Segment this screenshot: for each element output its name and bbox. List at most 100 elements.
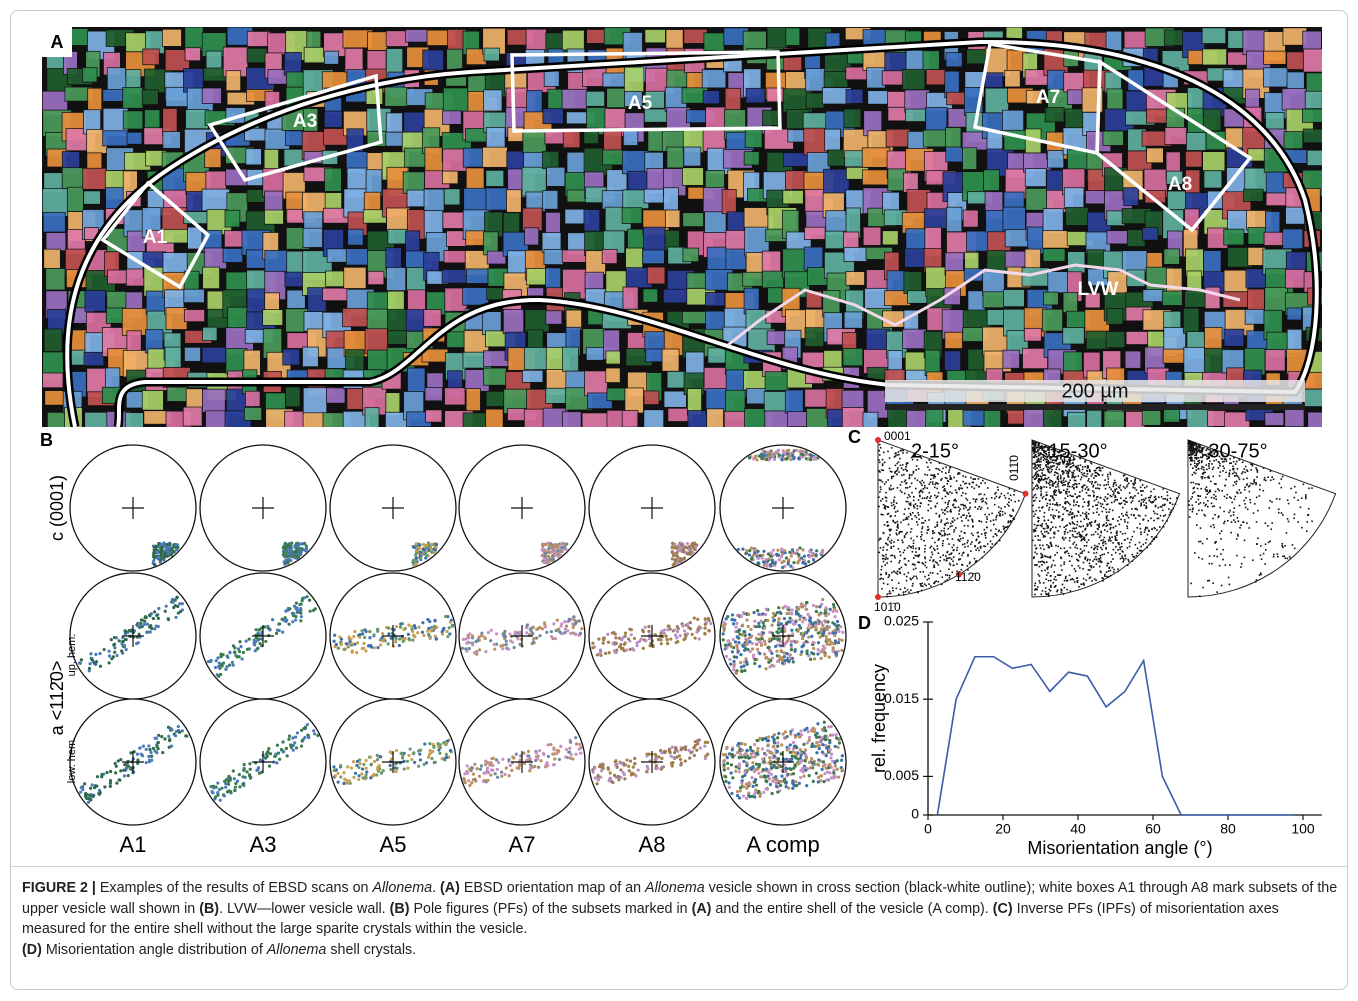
pole-dot	[738, 770, 741, 773]
pole-dot	[818, 612, 821, 615]
pole-dot	[704, 757, 707, 760]
pole-dot	[508, 774, 511, 777]
pole-dot	[778, 617, 781, 620]
pole-dot	[294, 607, 297, 610]
pole-dot	[762, 775, 765, 778]
pole-dot	[142, 745, 145, 748]
ipf-dot	[882, 514, 884, 516]
ipf-dot	[942, 468, 944, 470]
pole-dot	[811, 552, 814, 555]
pole-dot	[742, 794, 745, 797]
ipf-dot	[936, 525, 938, 527]
pole-dot	[737, 650, 740, 653]
grain	[662, 349, 679, 371]
pole-dot	[797, 553, 800, 556]
ipf-dot	[900, 555, 902, 557]
pole-dot	[774, 645, 777, 648]
lvw-label: LVW	[1078, 279, 1119, 300]
grain	[1066, 207, 1089, 225]
ipf-dot	[951, 492, 953, 494]
pole-dot	[606, 633, 609, 636]
pole-dot	[291, 620, 294, 623]
pole-dot	[732, 668, 735, 671]
pole-dot	[294, 735, 297, 738]
grain	[346, 249, 368, 265]
pole-dot	[423, 742, 426, 745]
pole-dot	[238, 640, 241, 643]
ipf-dot	[906, 470, 908, 472]
pole-dot	[500, 775, 503, 778]
pole-dot	[773, 754, 776, 757]
pole-dot	[303, 736, 306, 739]
pole-dot	[797, 762, 800, 765]
grain	[663, 289, 687, 303]
ipf-dot	[930, 478, 932, 480]
ipf-dot	[951, 571, 953, 573]
pole-dot	[267, 627, 270, 630]
grain	[1043, 231, 1069, 249]
ipf-dot	[932, 483, 934, 485]
ipf-dot	[926, 567, 928, 569]
pole-dot	[486, 766, 489, 769]
pole-dot	[214, 666, 217, 669]
ipf-dot	[982, 498, 984, 500]
pole-dot	[684, 634, 687, 637]
ipf-dot	[978, 520, 980, 522]
grain	[247, 48, 267, 63]
pole-dot	[149, 624, 152, 627]
page: A1A3A5A7A8LVW200 µmA BA1A3A5A7A8A compc …	[0, 0, 1358, 1001]
pole-dot	[772, 765, 775, 768]
pole-dot	[749, 650, 752, 653]
grain	[486, 170, 504, 186]
grain	[562, 412, 581, 441]
pole-dot	[441, 633, 444, 636]
pole-dot	[602, 763, 605, 766]
pole-dot	[414, 557, 417, 560]
grain	[946, 53, 962, 67]
ipf-dot	[899, 458, 901, 460]
pole-dot	[787, 558, 790, 561]
ipf-dot	[899, 560, 901, 562]
ipf-dot	[932, 481, 934, 483]
pole-dot	[559, 745, 562, 748]
grain	[1165, 127, 1187, 144]
pole-dot	[334, 774, 337, 777]
pole-dot	[724, 644, 727, 647]
ipf-dot	[962, 481, 964, 483]
grain	[643, 289, 658, 302]
pole-dot	[435, 638, 438, 641]
grain	[387, 291, 404, 311]
pole-dot	[528, 757, 531, 760]
pole-dot	[798, 782, 801, 785]
pole-dot	[569, 741, 572, 744]
pole-dot	[828, 748, 831, 751]
grain	[983, 292, 1004, 308]
ipf-dot	[965, 507, 967, 509]
pole-dot	[487, 771, 490, 774]
grain	[1203, 109, 1221, 131]
pole-dot	[790, 619, 793, 622]
grain	[386, 267, 405, 290]
pole-dot	[819, 774, 822, 777]
pole-dot	[543, 557, 546, 560]
pole-dot	[818, 747, 821, 750]
pole-dot	[533, 765, 536, 768]
pole-dot	[833, 629, 836, 632]
grain	[567, 152, 586, 175]
ipf-dot	[945, 534, 947, 536]
pole-dot	[404, 637, 407, 640]
pole-dot	[398, 644, 401, 647]
pole-dot	[740, 670, 743, 673]
pole-dot	[294, 615, 297, 618]
pole-dot	[790, 768, 793, 771]
pole-dot	[816, 722, 819, 725]
pole-dot	[268, 764, 271, 767]
ipf-dot	[924, 551, 926, 553]
ipf-dot	[963, 508, 965, 510]
pole-dot	[761, 637, 764, 640]
pole-dot	[829, 608, 832, 611]
pole-dot	[808, 761, 811, 764]
pole-dot	[815, 772, 818, 775]
ipf-dot	[937, 573, 939, 575]
column-label: A8	[639, 832, 666, 857]
